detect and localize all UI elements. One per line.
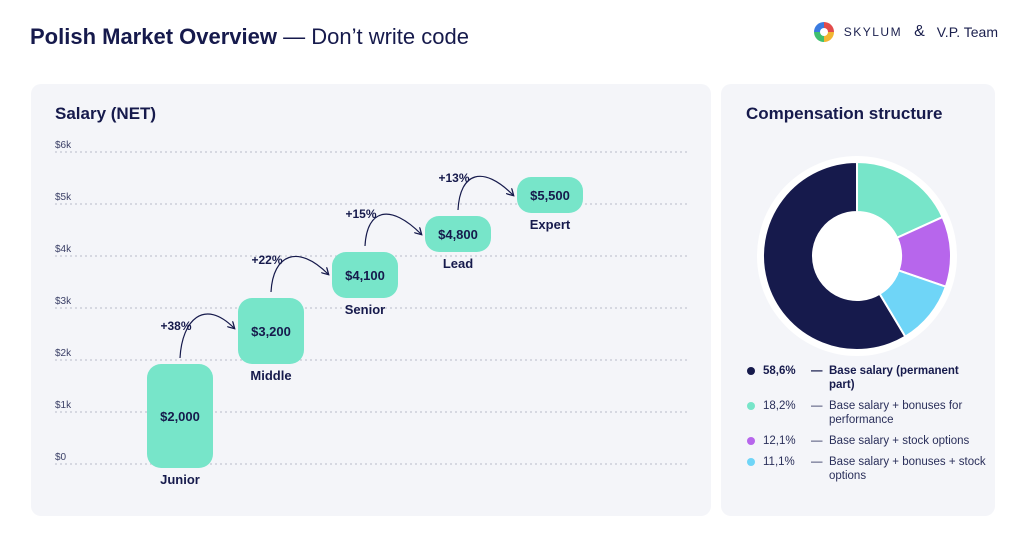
skylum-wordmark: SKYLUM	[843, 25, 903, 39]
salary-bar-senior	[332, 252, 398, 298]
legend-percent: 11,1%	[763, 456, 795, 468]
salary-value-label: $4,100	[345, 268, 385, 283]
category-label: Junior	[160, 472, 200, 487]
y-tick-label: $1k	[55, 400, 72, 411]
growth-label: +13%	[438, 171, 469, 185]
growth-arrow	[270, 255, 328, 293]
growth-label: +22%	[251, 253, 282, 267]
legend-dot-icon	[747, 458, 755, 466]
legend-dash: —	[811, 456, 823, 468]
compensation-legend: 58,6% — Base salary (permanent part) 18,2% —…	[747, 364, 987, 490]
donut-hole	[813, 212, 901, 300]
growth-arrow	[457, 175, 513, 211]
growth-label: +15%	[345, 207, 376, 221]
vp-team-wordmark: V.P. Team	[936, 24, 998, 40]
salary-bar-middle	[238, 298, 304, 364]
y-tick-label: $6k	[55, 140, 72, 151]
legend-percent: 58,6%	[763, 365, 796, 377]
legend-label: Base salary + bonuses for performance	[829, 400, 963, 426]
legend-label: Base salary (permanent part)	[829, 365, 959, 391]
legend-label: Base salary + bonuses + stock options	[829, 456, 986, 482]
salary-value-label: $4,800	[438, 227, 478, 242]
category-label: Middle	[250, 368, 291, 383]
y-tick-label: $2k	[55, 348, 72, 359]
growth-label: +38%	[160, 319, 191, 333]
skylum-logo-icon	[813, 22, 834, 42]
growth-arrow	[364, 213, 421, 247]
page-title-main: Polish Market Overview	[30, 24, 277, 49]
compensation-donut-chart	[757, 156, 957, 356]
legend-dot-icon	[747, 402, 755, 410]
y-tick-label: $4k	[55, 244, 72, 255]
ampersand: &	[914, 23, 925, 40]
legend-dot-icon	[747, 437, 755, 445]
legend-item: 58,6% — Base salary (permanent part)	[747, 364, 987, 392]
salary-panel: Salary (NET) $0 $1k $2k $3k $4k $5k $6k $2,000 J…	[31, 84, 711, 516]
compensation-panel: Compensation structure 58,6% — Base salary…	[721, 84, 995, 516]
legend-percent: 12,1%	[763, 435, 796, 447]
legend-dot-icon	[747, 367, 755, 375]
y-tick-label: $3k	[55, 296, 72, 307]
salary-value-label: $3,200	[251, 324, 291, 339]
category-label: Senior	[345, 302, 385, 317]
salary-panel-title: Salary (NET)	[55, 104, 157, 123]
page-title-sub: — Don’t write code	[277, 24, 469, 49]
salary-value-label: $2,000	[160, 409, 200, 424]
legend-dash: —	[811, 435, 823, 447]
legend-label: Base salary + stock options	[829, 435, 970, 447]
brand-logos: SKYLUM & V.P. Team	[813, 22, 998, 42]
category-label: Lead	[443, 256, 473, 271]
salary-chart: $0 $1k $2k $3k $4k $5k $6k $2,000 Junior $3,200 Mi…	[55, 140, 687, 487]
salary-bar-junior	[147, 364, 213, 468]
legend-dash: —	[811, 365, 823, 377]
legend-percent: 18,2%	[763, 400, 796, 412]
salary-bar-expert	[517, 177, 583, 213]
page-title: Polish Market Overview — Don’t write cod…	[30, 24, 469, 50]
legend-item: 12,1% — Base salary + stock options	[747, 434, 987, 448]
y-tick-label: $0	[55, 452, 67, 463]
y-tick-label: $5k	[55, 192, 72, 203]
legend-item: 18,2% — Base salary + bonuses for performa…	[747, 399, 987, 427]
category-label: Expert	[530, 217, 571, 232]
salary-value-label: $5,500	[530, 188, 570, 203]
growth-arrow	[179, 313, 234, 359]
legend-item: 11,1% — Base salary + bonuses + stock opti…	[747, 455, 987, 483]
compensation-panel-title: Compensation structure	[746, 104, 943, 123]
salary-bar-lead	[425, 216, 491, 252]
legend-dash: —	[811, 400, 823, 412]
